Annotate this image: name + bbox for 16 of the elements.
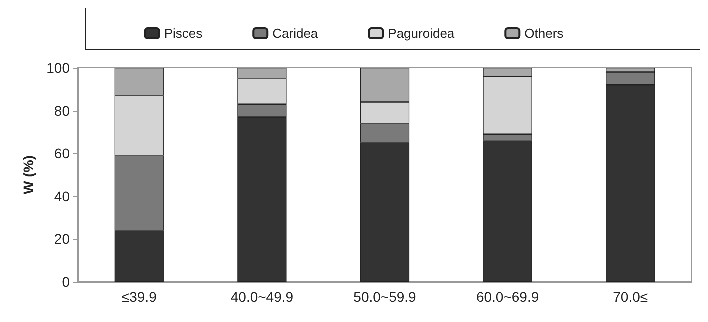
x-tick-label: 70.0≤ bbox=[613, 289, 648, 305]
x-tick-label: 40.0~49.9 bbox=[230, 289, 294, 305]
y-tick-label: 60 bbox=[54, 146, 70, 162]
x-tick-label: ≤39.9 bbox=[122, 289, 158, 305]
x-tick-label: 60.0~69.9 bbox=[476, 289, 540, 305]
y-tick-label: 80 bbox=[54, 102, 70, 119]
y-axis-title: W (%) bbox=[20, 156, 37, 194]
legend-label: Others bbox=[524, 26, 564, 41]
y-tick-label: 40 bbox=[54, 188, 70, 204]
legend-label: Paguroidea bbox=[388, 26, 456, 41]
legend-label: Pisces bbox=[164, 26, 204, 41]
legend-label: Caridea bbox=[272, 26, 319, 41]
y-tick-label: 0 bbox=[62, 274, 70, 290]
y-tick-label: 20 bbox=[54, 231, 70, 248]
x-tick-label: 50.0~59.9 bbox=[354, 289, 417, 305]
y-tick-label: 100 bbox=[46, 60, 70, 76]
